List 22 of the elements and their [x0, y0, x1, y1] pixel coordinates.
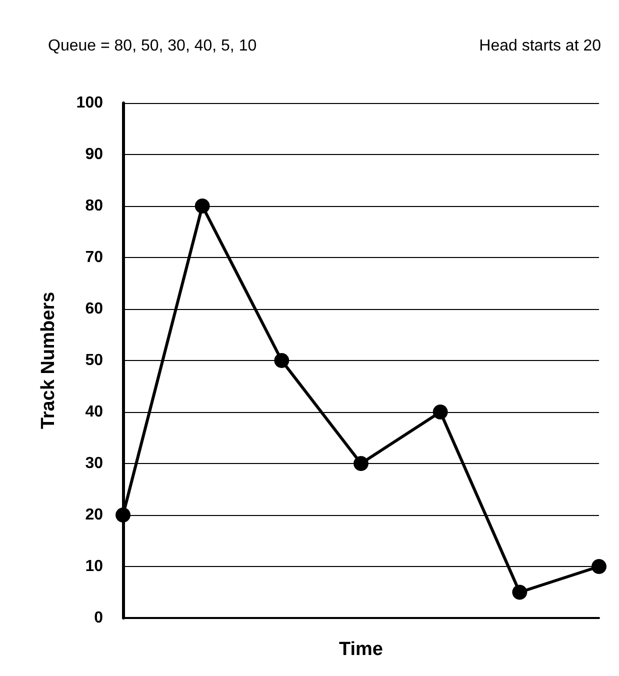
y-tick-label: 20 [85, 506, 104, 524]
x-axis-title: Time [338, 639, 384, 660]
point [432, 404, 448, 420]
y-tick-label: 30 [85, 455, 104, 472]
y-tick-label: 40 [85, 404, 104, 420]
y-axis-title: Track Numbers [38, 292, 59, 430]
point [274, 353, 290, 368]
point [592, 559, 606, 574]
point [116, 508, 130, 522]
y-tick-label: 0 [94, 610, 104, 626]
y-tick-label: 50 [85, 352, 104, 369]
text: Head starts at 20 [479, 38, 602, 54]
y-tick-label: 100 [76, 94, 104, 112]
point [194, 198, 210, 214]
y-tick-label: 60 [85, 300, 104, 318]
text: Queue = 80, 50, 30, 40, 5, 10 [48, 38, 257, 54]
y-tick-label: 70 [85, 249, 104, 266]
y-tick-label: 80 [85, 198, 104, 214]
point [512, 584, 528, 600]
y-tick-label: 90 [85, 146, 104, 163]
point [354, 456, 368, 471]
y-tick-label: 10 [85, 558, 104, 575]
